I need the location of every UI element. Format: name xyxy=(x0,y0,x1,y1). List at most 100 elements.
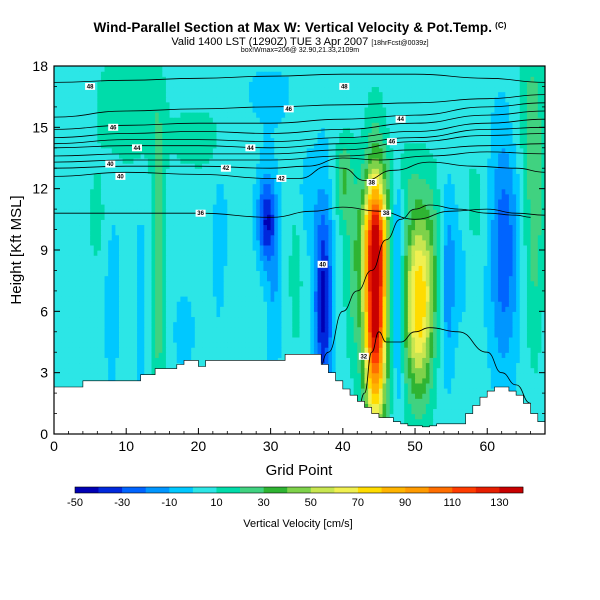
field-cell xyxy=(472,321,477,328)
field-cell xyxy=(404,306,409,312)
field-cell xyxy=(505,342,510,348)
field-cell xyxy=(375,326,380,333)
field-cell xyxy=(194,342,200,348)
field-cell xyxy=(415,393,420,399)
field-cell xyxy=(303,285,308,292)
field-cell xyxy=(396,326,402,333)
field-cell xyxy=(534,377,539,384)
field-cell xyxy=(75,280,80,287)
field-cell xyxy=(411,336,416,343)
field-cell xyxy=(422,336,427,343)
field-cell xyxy=(104,347,109,353)
field-cell xyxy=(270,290,275,297)
field-cell xyxy=(227,311,232,318)
field-cell xyxy=(371,408,376,415)
field-cell xyxy=(191,244,196,251)
field-cell xyxy=(176,311,181,318)
field-cell xyxy=(93,357,98,364)
field-cell xyxy=(440,347,445,353)
field-cell xyxy=(465,336,470,343)
field-cell xyxy=(389,352,394,358)
field-cell xyxy=(386,316,391,323)
field-cell xyxy=(415,321,420,328)
field-cell xyxy=(436,275,441,282)
field-cell xyxy=(368,357,373,364)
field-cell xyxy=(487,321,492,328)
field-cell xyxy=(350,260,355,266)
field-cell xyxy=(183,265,189,272)
field-cell xyxy=(378,311,384,318)
field-cell xyxy=(288,321,293,328)
field-cell xyxy=(357,280,362,287)
field-cell xyxy=(223,342,228,348)
field-cell xyxy=(534,275,539,282)
field-cell xyxy=(476,372,481,379)
field-cell xyxy=(79,342,84,348)
field-cell xyxy=(277,290,283,297)
field-cell xyxy=(169,250,174,256)
field-cell xyxy=(263,265,268,272)
field-cell xyxy=(245,244,250,251)
field-cell xyxy=(440,408,445,415)
field-cell xyxy=(321,311,326,318)
field-cell xyxy=(389,275,394,282)
field-cell xyxy=(317,244,322,251)
field-cell xyxy=(173,275,178,282)
field-cell xyxy=(396,265,402,272)
field-cell xyxy=(375,367,380,374)
field-cell xyxy=(350,244,355,251)
field-cell xyxy=(483,285,488,292)
field-cell xyxy=(429,316,434,323)
field-cell xyxy=(393,326,398,333)
field-cell xyxy=(299,260,304,266)
field-cell xyxy=(68,377,73,384)
field-cell xyxy=(465,377,470,384)
field-cell xyxy=(263,306,268,312)
field-cell xyxy=(346,285,351,292)
field-cell xyxy=(317,347,322,353)
field-cell xyxy=(183,285,189,292)
field-cell xyxy=(382,260,387,266)
field-cell xyxy=(274,321,279,328)
field-cell xyxy=(295,265,301,272)
field-cell xyxy=(118,342,124,348)
field-cell xyxy=(299,336,304,343)
field-cell xyxy=(461,342,467,348)
field-cell xyxy=(360,316,366,323)
field-cell xyxy=(335,275,340,282)
field-cell xyxy=(299,311,304,318)
field-cell xyxy=(429,280,434,287)
field-cell xyxy=(386,265,391,272)
field-cell xyxy=(202,275,207,282)
field-cell xyxy=(396,382,402,389)
field-cell xyxy=(310,265,315,272)
field-cell xyxy=(75,377,80,384)
field-cell xyxy=(115,290,120,297)
field-cell xyxy=(335,250,340,256)
field-cell xyxy=(295,311,301,318)
field-cell xyxy=(216,321,221,328)
field-cell xyxy=(147,290,153,297)
field-cell xyxy=(451,326,456,333)
field-cell xyxy=(458,275,463,282)
field-cell xyxy=(86,347,91,353)
field-cell xyxy=(285,255,290,261)
field-cell xyxy=(393,403,398,410)
field-cell xyxy=(436,408,441,415)
field-cell xyxy=(382,388,387,394)
field-cell xyxy=(436,393,441,399)
field-cell xyxy=(299,265,304,272)
field-cell xyxy=(508,265,514,272)
field-cell xyxy=(144,280,149,287)
field-cell xyxy=(104,255,109,261)
field-cell xyxy=(425,418,431,425)
field-cell xyxy=(281,306,286,312)
field-cell xyxy=(353,296,358,302)
field-cell xyxy=(494,260,499,266)
field-cell xyxy=(118,326,124,333)
field-cell xyxy=(498,250,503,256)
field-cell xyxy=(209,316,214,323)
field-cell xyxy=(285,270,290,277)
field-cell xyxy=(147,255,153,261)
field-cell xyxy=(230,301,236,307)
